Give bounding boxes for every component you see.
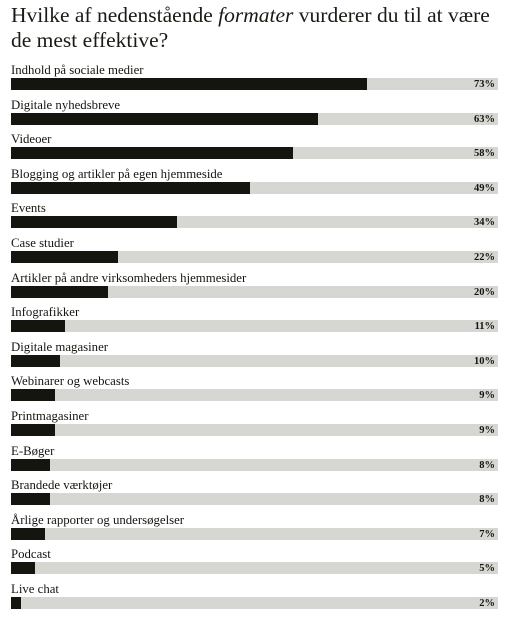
- category-label: Årlige rapporter og undersøgelser: [11, 512, 185, 527]
- category-label: Case studier: [11, 236, 74, 250]
- value-label: 63%: [474, 113, 495, 125]
- value-label: 8%: [479, 494, 495, 506]
- bar: [11, 389, 55, 402]
- bar: [11, 354, 60, 367]
- value-label: 73%: [474, 79, 495, 90]
- bar-row: Infografikker 11%: [11, 305, 498, 339]
- bar-row: E-Bøger 8%: [11, 444, 498, 478]
- bar-track: 8%: [11, 493, 498, 506]
- bar: [11, 320, 65, 333]
- value-label: 34%: [474, 217, 495, 229]
- bar-track: 10%: [11, 354, 498, 367]
- bar-row: Indhold på sociale medier 73%: [11, 63, 498, 97]
- bar-track: 9%: [11, 424, 498, 436]
- bar-row: Digitale magasiner 10%: [11, 340, 498, 374]
- category-label: Webinarer og webcasts: [11, 374, 130, 389]
- value-label: 22%: [474, 252, 495, 263]
- bar-track: 5%: [11, 562, 498, 575]
- bar-row: Podcast 5%: [11, 547, 498, 581]
- bar: [11, 285, 109, 298]
- category-label: Live chat: [11, 582, 59, 596]
- bar-row: Events 34%: [11, 201, 498, 235]
- category-label: Events: [11, 201, 46, 216]
- value-label: 2%: [479, 598, 495, 609]
- bar-track: 49%: [11, 181, 498, 194]
- bar: [11, 147, 294, 160]
- chart-title-emphasis: formater: [218, 3, 294, 27]
- value-label: 7%: [479, 528, 495, 540]
- chart-title: Hvilke af nedenstående formater vurderer…: [11, 3, 506, 53]
- bar-row: Printmagasiner 9%: [11, 409, 498, 443]
- value-label: 49%: [474, 182, 495, 194]
- category-label: Infografikker: [11, 305, 80, 320]
- category-label: Videoer: [11, 132, 52, 147]
- category-label: Digitale nyhedsbreve: [11, 97, 121, 112]
- bar-track: 73%: [11, 78, 498, 90]
- value-label: 11%: [474, 321, 495, 333]
- bar-track: 34%: [11, 216, 498, 229]
- bar-row: Brandede værktøjer 8%: [11, 478, 498, 512]
- bar-row: Blogging og artikler på egen hjemmeside 4…: [11, 167, 498, 201]
- category-label: Podcast: [11, 547, 51, 562]
- bar-track: 2%: [11, 597, 498, 609]
- bar: [11, 597, 21, 609]
- bar-row: Artikler på andre virksomheders hjemmesi…: [11, 271, 498, 305]
- bar-row: Case studier 22%: [11, 236, 498, 270]
- bar-track: 8%: [11, 458, 498, 471]
- bar: [11, 216, 177, 229]
- category-label: Brandede værktøjer: [11, 478, 113, 493]
- category-label: Digitale magasiner: [11, 339, 109, 354]
- bar-row: Videoer 58%: [11, 132, 498, 166]
- chart-title-part-2: vurderer du til at være de mest effektiv…: [11, 3, 490, 52]
- bar-track: 22%: [11, 251, 498, 263]
- value-label: 9%: [479, 390, 495, 402]
- category-label: Printmagasiner: [11, 409, 89, 423]
- value-label: 20%: [474, 286, 495, 298]
- category-label: Artikler på andre virksomheders hjemmesi…: [11, 270, 247, 285]
- bar: [11, 458, 50, 471]
- bar: [11, 424, 55, 436]
- value-label: 5%: [479, 563, 495, 575]
- bar-track: 20%: [11, 285, 498, 298]
- bar-track: 9%: [11, 389, 498, 402]
- category-label: E-Bøger: [11, 443, 55, 458]
- bar: [11, 78, 367, 90]
- bar-row: Digitale nyhedsbreve 63%: [11, 98, 498, 132]
- bar: [11, 181, 250, 194]
- bar: [11, 251, 119, 263]
- bar: [11, 527, 46, 540]
- bar: [11, 112, 318, 125]
- bar-track: 58%: [11, 147, 498, 160]
- bar: [11, 493, 50, 506]
- bar-row: Webinarer og webcasts 9%: [11, 374, 498, 408]
- category-label: Indhold på sociale medier: [11, 63, 144, 77]
- bar-row: Årlige rapporter og undersøgelser 7%: [11, 513, 498, 547]
- bar-track: 11%: [11, 320, 498, 333]
- bar: [11, 562, 36, 575]
- chart-title-part-1: Hvilke af nedenstående: [11, 3, 219, 27]
- bar-track: 63%: [11, 112, 498, 125]
- value-label: 9%: [479, 425, 495, 436]
- bar-row: Live chat 2%: [11, 582, 498, 616]
- value-label: 58%: [474, 148, 495, 160]
- bar-track: 7%: [11, 527, 498, 540]
- category-label: Blogging og artikler på egen hjemmeside: [11, 166, 223, 181]
- value-label: 10%: [474, 355, 495, 367]
- value-label: 8%: [479, 459, 495, 471]
